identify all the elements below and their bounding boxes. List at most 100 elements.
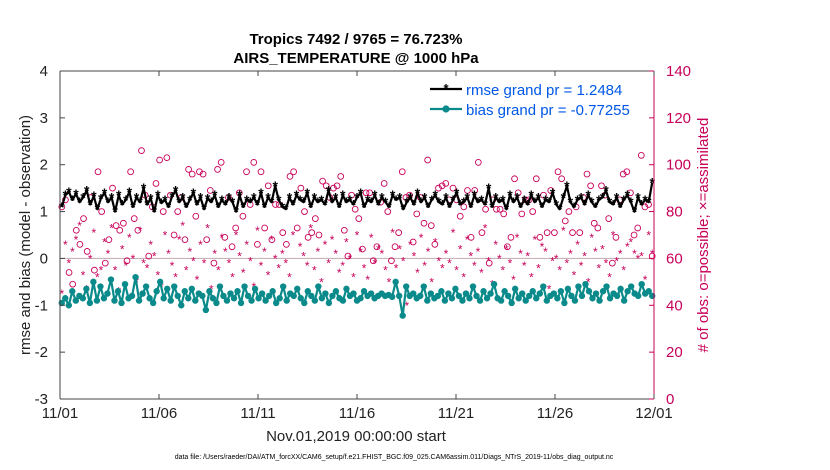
bias-point [227, 290, 234, 297]
obs-assimilated-point: * [230, 271, 235, 285]
bias-point [199, 292, 206, 300]
bias-point [276, 295, 283, 302]
obs-assimilated-point: * [340, 259, 345, 273]
obs-possible-point [268, 236, 276, 244]
obs-assimilated-point: * [223, 245, 228, 259]
obs-possible-point [569, 229, 576, 237]
obs-possible-point [503, 243, 511, 251]
rmse-point: * [632, 204, 638, 220]
obs-possible-point [257, 168, 265, 176]
rmse-point: * [489, 199, 495, 215]
obs-assimilated-point: * [397, 243, 402, 257]
bias-point [114, 288, 122, 295]
obs-possible-point [388, 257, 395, 265]
obs-assimilated-point: * [123, 259, 128, 273]
rmse-point: * [198, 190, 204, 206]
rmse-point: * [344, 194, 350, 210]
bias-point [620, 297, 628, 304]
bias-point [135, 297, 143, 304]
obs-possible-point [134, 226, 142, 234]
bias-point [483, 295, 491, 302]
obs-possible-point [297, 184, 305, 192]
rmse-point: * [514, 190, 520, 206]
bias-point [156, 278, 164, 286]
obs-possible-point [210, 259, 218, 267]
obs-possible-point [514, 189, 522, 197]
obs-assimilated-point: * [77, 219, 82, 233]
rmse-point: * [578, 190, 584, 206]
obs-possible-point [163, 154, 171, 162]
bias-point [434, 292, 442, 300]
y-left-tick-label: -2 [35, 344, 48, 361]
obs-assimilated-point: * [436, 254, 441, 268]
bias-point [518, 290, 526, 297]
obs-assimilated-point: * [614, 254, 619, 268]
obs-assimilated-point: * [195, 273, 200, 287]
rmse-point: * [408, 190, 414, 206]
obs-possible-point [293, 224, 301, 232]
obs-assimilated-point: * [319, 275, 324, 289]
rmse-point: * [244, 192, 250, 208]
bias-point [209, 295, 217, 302]
rmse-point: * [500, 192, 506, 208]
obs-possible-point [583, 170, 591, 178]
bias-point [142, 283, 150, 290]
obs-assimilated-point: * [191, 254, 196, 268]
bias-point [508, 299, 515, 307]
rmse-point: * [561, 190, 567, 206]
obs-possible-point [587, 182, 594, 190]
rmse-point: * [294, 187, 300, 203]
bias-point [533, 295, 540, 302]
rmse-point: * [649, 175, 655, 191]
obs-assimilated-point: * [380, 247, 385, 261]
legend-rmse-label: rmse grand pr = 1.2484 [466, 82, 622, 99]
bias-point [438, 288, 445, 295]
rmse-point: * [176, 194, 182, 210]
bias-point [388, 293, 396, 301]
rmse-point: * [169, 189, 175, 205]
obs-possible-point [214, 166, 221, 173]
bias-point [367, 290, 375, 297]
bias-point [153, 288, 160, 295]
bias-point [550, 290, 558, 297]
rmse-point: * [148, 190, 154, 206]
bias-point [315, 283, 322, 290]
bias-point [403, 283, 410, 290]
tick-layer: 11/01 11/06 11/11 11/16 11/21 11/26 12/01 -3 -2 -… [35, 63, 691, 422]
y-left-tick-label: 0 [40, 250, 48, 267]
rmse-point: * [593, 199, 599, 215]
bias-point [93, 297, 101, 304]
x-tick-label: 12/01 [635, 405, 673, 422]
obs-possible-point [420, 219, 428, 227]
rmse-point: * [511, 194, 517, 210]
bias-point [62, 295, 69, 302]
obs-assimilated-point: * [255, 224, 260, 238]
bias-point [462, 290, 470, 297]
obs-assimilated-point: * [568, 247, 573, 261]
y-left-tick-label: 3 [40, 110, 48, 127]
obs-possible-point [185, 166, 192, 173]
y-right-tick-label: 40 [666, 297, 683, 314]
obs-assimilated-point: * [348, 252, 353, 266]
obs-assimilated-point: * [525, 250, 530, 264]
obs-possible-point [460, 203, 468, 211]
x-tick-label: 11/26 [537, 405, 573, 422]
rmse-point: * [340, 187, 346, 203]
obs-possible-point [105, 236, 113, 244]
obs-assimilated-point: * [177, 233, 182, 247]
obs-assimilated-point: * [248, 254, 253, 268]
obs-possible-point [630, 231, 638, 239]
rmse-point: * [258, 185, 264, 201]
obs-assimilated-point: * [131, 252, 136, 266]
bias-point [557, 288, 565, 295]
obs-assimilated-point: * [621, 264, 626, 278]
bias-point [234, 288, 241, 295]
rmse-point: * [301, 194, 307, 210]
obs-possible-point [605, 215, 613, 222]
rmse-point: * [358, 185, 364, 201]
obs-assimilated-point: * [540, 240, 545, 254]
obs-assimilated-point: * [486, 254, 491, 268]
rmse-point: * [120, 197, 126, 213]
obs-possible-point [554, 168, 562, 176]
obs-assimilated-point: * [579, 259, 584, 273]
